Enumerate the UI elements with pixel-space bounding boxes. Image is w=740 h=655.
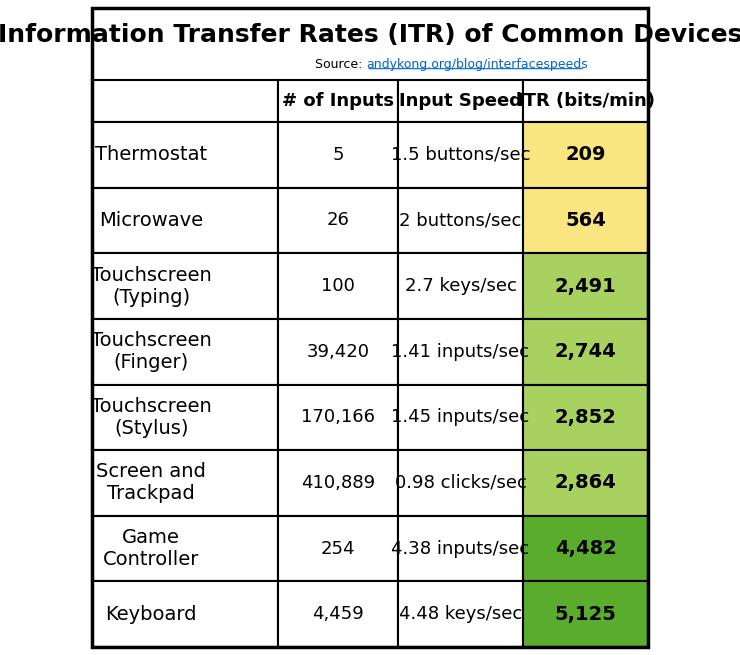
Bar: [92, 319, 278, 384]
Bar: [278, 515, 398, 582]
Text: Thermostat: Thermostat: [95, 145, 207, 164]
Text: 26: 26: [326, 212, 349, 229]
Bar: [278, 253, 398, 319]
Text: 4.38 inputs/sec: 4.38 inputs/sec: [391, 540, 530, 557]
Bar: [398, 582, 523, 647]
Bar: [278, 450, 398, 515]
Bar: [398, 80, 523, 122]
Text: 1.45 inputs/sec: 1.45 inputs/sec: [391, 408, 530, 426]
Text: Source:: Source:: [314, 58, 366, 71]
Text: 2,864: 2,864: [555, 474, 616, 493]
Text: 170,166: 170,166: [301, 408, 375, 426]
Bar: [523, 253, 648, 319]
Bar: [523, 319, 648, 384]
Text: Game
Controller: Game Controller: [103, 528, 200, 569]
Bar: [92, 515, 278, 582]
Text: 0.98 clicks/sec: 0.98 clicks/sec: [394, 474, 526, 492]
Text: 4,482: 4,482: [555, 539, 616, 558]
Bar: [523, 122, 648, 187]
Bar: [92, 582, 278, 647]
Text: Screen and
Trackpad: Screen and Trackpad: [96, 462, 206, 504]
Bar: [523, 450, 648, 515]
Text: Touchscreen
(Typing): Touchscreen (Typing): [91, 265, 212, 307]
Bar: [92, 8, 648, 80]
Bar: [523, 80, 648, 122]
Bar: [523, 515, 648, 582]
Bar: [398, 450, 523, 515]
Bar: [398, 122, 523, 187]
Text: 4,459: 4,459: [312, 605, 364, 623]
Text: 2.7 keys/sec: 2.7 keys/sec: [405, 277, 517, 295]
Bar: [92, 253, 278, 319]
Bar: [92, 122, 278, 187]
Bar: [92, 80, 278, 122]
Text: 39,420: 39,420: [306, 343, 369, 361]
Bar: [278, 384, 398, 450]
Text: Keyboard: Keyboard: [106, 605, 197, 624]
Text: 410,889: 410,889: [301, 474, 375, 492]
Text: 1.5 buttons/sec: 1.5 buttons/sec: [391, 146, 531, 164]
Text: 254: 254: [320, 540, 355, 557]
Bar: [92, 187, 278, 253]
Bar: [92, 384, 278, 450]
Text: 5,125: 5,125: [555, 605, 616, 624]
Bar: [398, 384, 523, 450]
Bar: [278, 319, 398, 384]
Text: 209: 209: [565, 145, 606, 164]
Text: Information Transfer Rates (ITR) of Common Devices: Information Transfer Rates (ITR) of Comm…: [0, 24, 740, 47]
Bar: [398, 319, 523, 384]
Text: Input Speed: Input Speed: [399, 92, 522, 110]
Text: # of Inputs: # of Inputs: [282, 92, 394, 110]
Bar: [278, 80, 398, 122]
Bar: [278, 187, 398, 253]
Bar: [523, 384, 648, 450]
Bar: [523, 187, 648, 253]
Bar: [523, 582, 648, 647]
Text: andykong.org/blog/interfacespeeds: andykong.org/blog/interfacespeeds: [366, 58, 588, 71]
Bar: [92, 450, 278, 515]
Text: 100: 100: [321, 277, 355, 295]
Text: 5: 5: [332, 146, 344, 164]
Text: 2 buttons/sec: 2 buttons/sec: [400, 212, 522, 229]
Text: 2,744: 2,744: [555, 342, 616, 361]
Text: 2,852: 2,852: [555, 408, 616, 427]
Text: Touchscreen
(Finger): Touchscreen (Finger): [91, 331, 212, 372]
Text: 1.41 inputs/sec: 1.41 inputs/sec: [391, 343, 530, 361]
Text: Microwave: Microwave: [99, 211, 204, 230]
Text: ITR (bits/min): ITR (bits/min): [517, 92, 655, 110]
Bar: [278, 122, 398, 187]
Bar: [398, 253, 523, 319]
Text: 564: 564: [565, 211, 606, 230]
Text: 4.48 keys/sec: 4.48 keys/sec: [399, 605, 522, 623]
Bar: [398, 187, 523, 253]
Bar: [278, 582, 398, 647]
Text: 2,491: 2,491: [555, 276, 616, 295]
Bar: [398, 515, 523, 582]
Text: Touchscreen
(Stylus): Touchscreen (Stylus): [91, 397, 212, 438]
